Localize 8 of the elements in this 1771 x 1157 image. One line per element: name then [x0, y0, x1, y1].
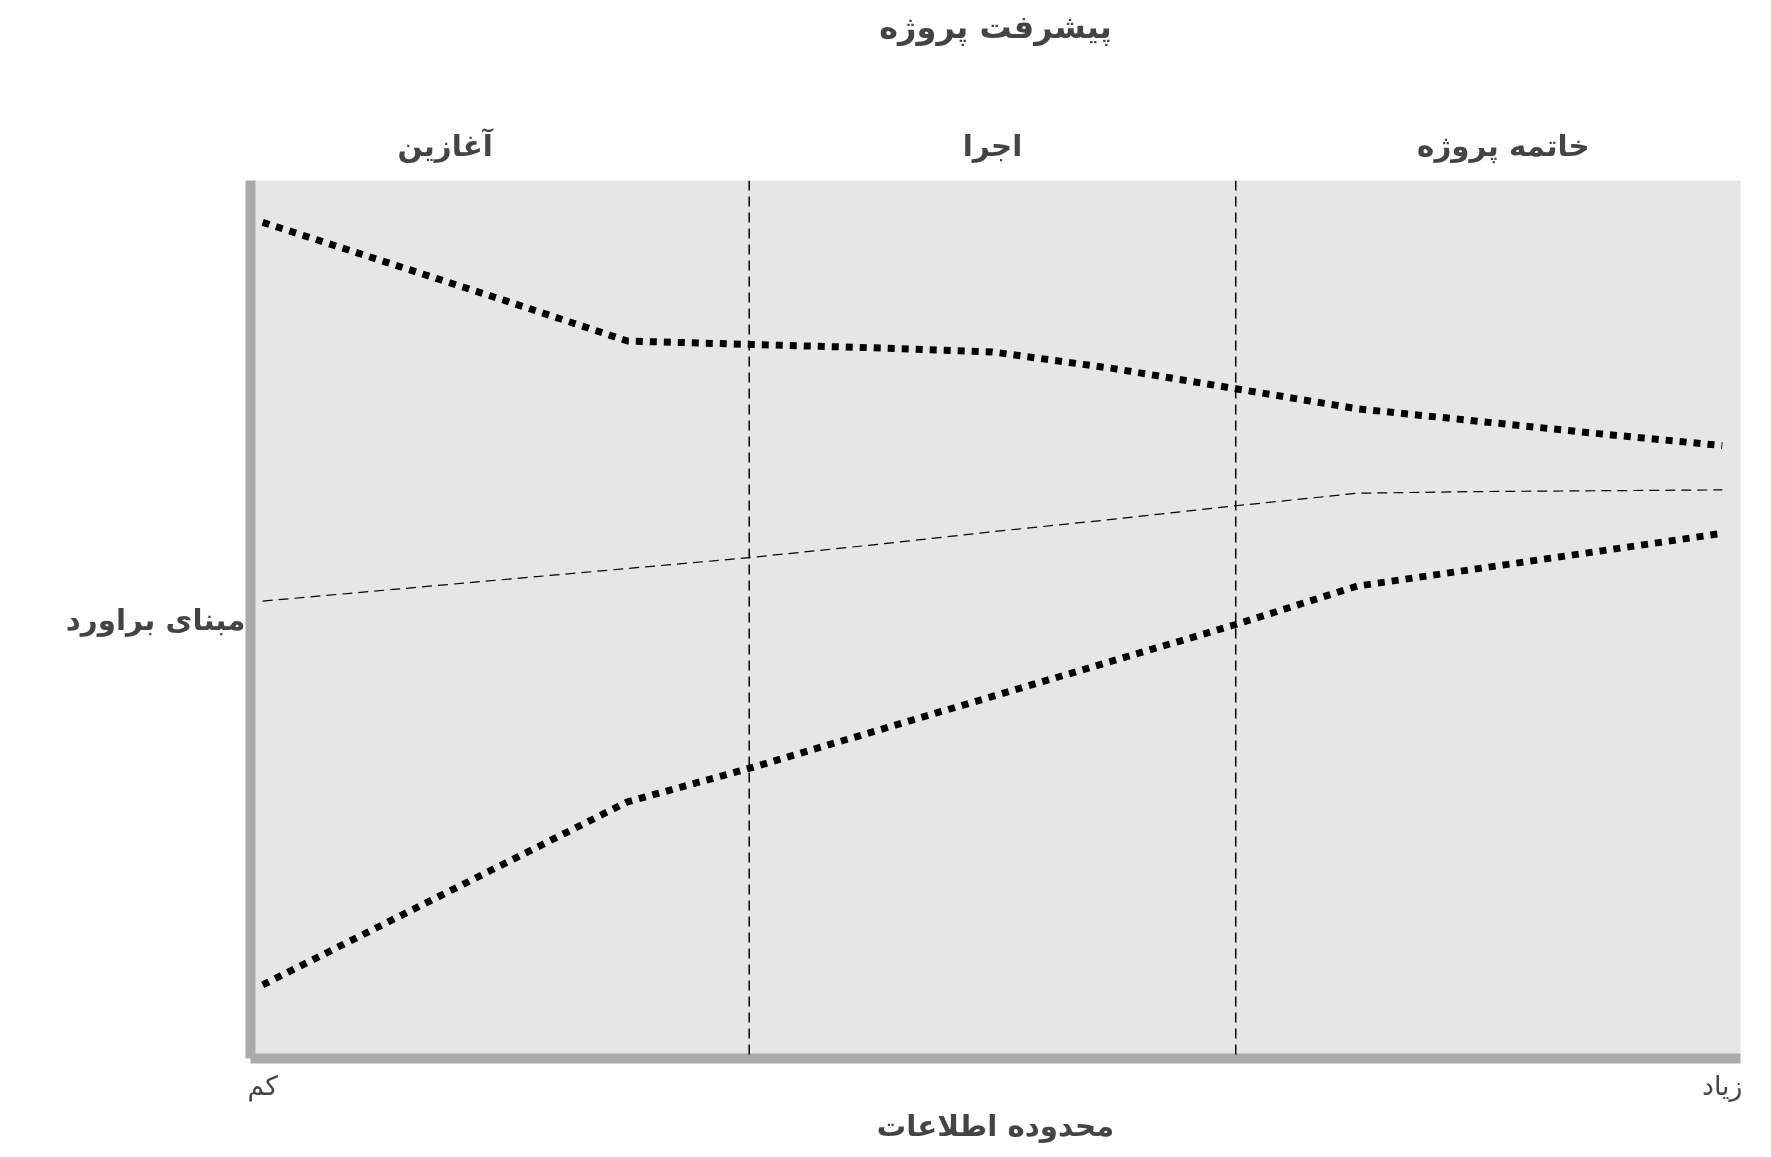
text: اجرا	[962, 129, 1023, 163]
x-axis-title: محدوده اطلاعات	[876, 1108, 1115, 1143]
text: کم	[247, 1069, 279, 1102]
text: خاتمه پروژه	[1417, 129, 1590, 164]
y-axis-title: مبنای براورد	[65, 602, 246, 637]
text: زیاد	[1702, 1069, 1743, 1102]
text: آغازین	[397, 127, 494, 163]
chart-title: پیشرفت پروژه	[879, 7, 1112, 46]
